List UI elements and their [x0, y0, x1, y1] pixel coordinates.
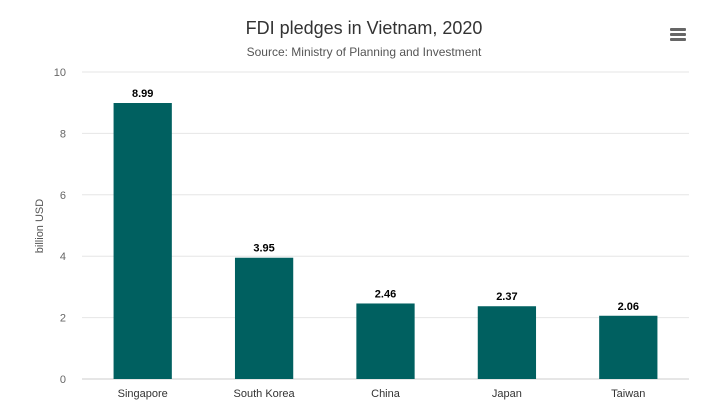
chart-subtitle: Source: Ministry of Planning and Investm… — [247, 45, 482, 59]
data-label: 2.37 — [496, 291, 517, 303]
grid-lines — [82, 71, 689, 380]
x-tick-label: China — [371, 388, 401, 400]
x-tick-label: Singapore — [118, 388, 168, 400]
bar-china[interactable] — [356, 303, 415, 379]
data-label: 8.99 — [132, 88, 153, 100]
x-tick-label: Taiwan — [611, 388, 645, 400]
bar-taiwan[interactable] — [599, 315, 658, 379]
hamburger-menu-icon[interactable] — [664, 22, 692, 46]
y-axis-title: billion USD — [34, 199, 46, 253]
y-tick-label: 4 — [60, 251, 66, 263]
y-tick-label: 6 — [60, 190, 66, 202]
y-tick-label: 2 — [60, 313, 66, 325]
menu-line — [670, 38, 686, 41]
bar-singapore[interactable] — [113, 103, 172, 379]
chart-title: FDI pledges in Vietnam, 2020 — [246, 18, 483, 38]
x-axis-ticks: Singapore South Korea China Japan Taiwan — [118, 388, 646, 400]
data-label: 2.46 — [375, 288, 396, 300]
bar-south-korea[interactable] — [234, 257, 294, 379]
y-axis-ticks: 0 2 4 6 8 10 — [54, 67, 66, 386]
y-tick-label: 0 — [60, 374, 66, 386]
menu-line — [670, 33, 686, 36]
data-label: 3.95 — [253, 243, 274, 255]
y-tick-label: 10 — [54, 67, 66, 79]
menu-line — [670, 28, 686, 31]
x-tick-label: Japan — [492, 388, 522, 400]
bars — [113, 103, 658, 379]
x-tick-label: South Korea — [234, 388, 296, 400]
data-labels: 8.99 3.95 2.46 2.37 2.06 — [132, 88, 639, 313]
bar-japan[interactable] — [477, 306, 537, 379]
y-tick-label: 8 — [60, 128, 66, 140]
data-label: 2.06 — [618, 301, 639, 313]
